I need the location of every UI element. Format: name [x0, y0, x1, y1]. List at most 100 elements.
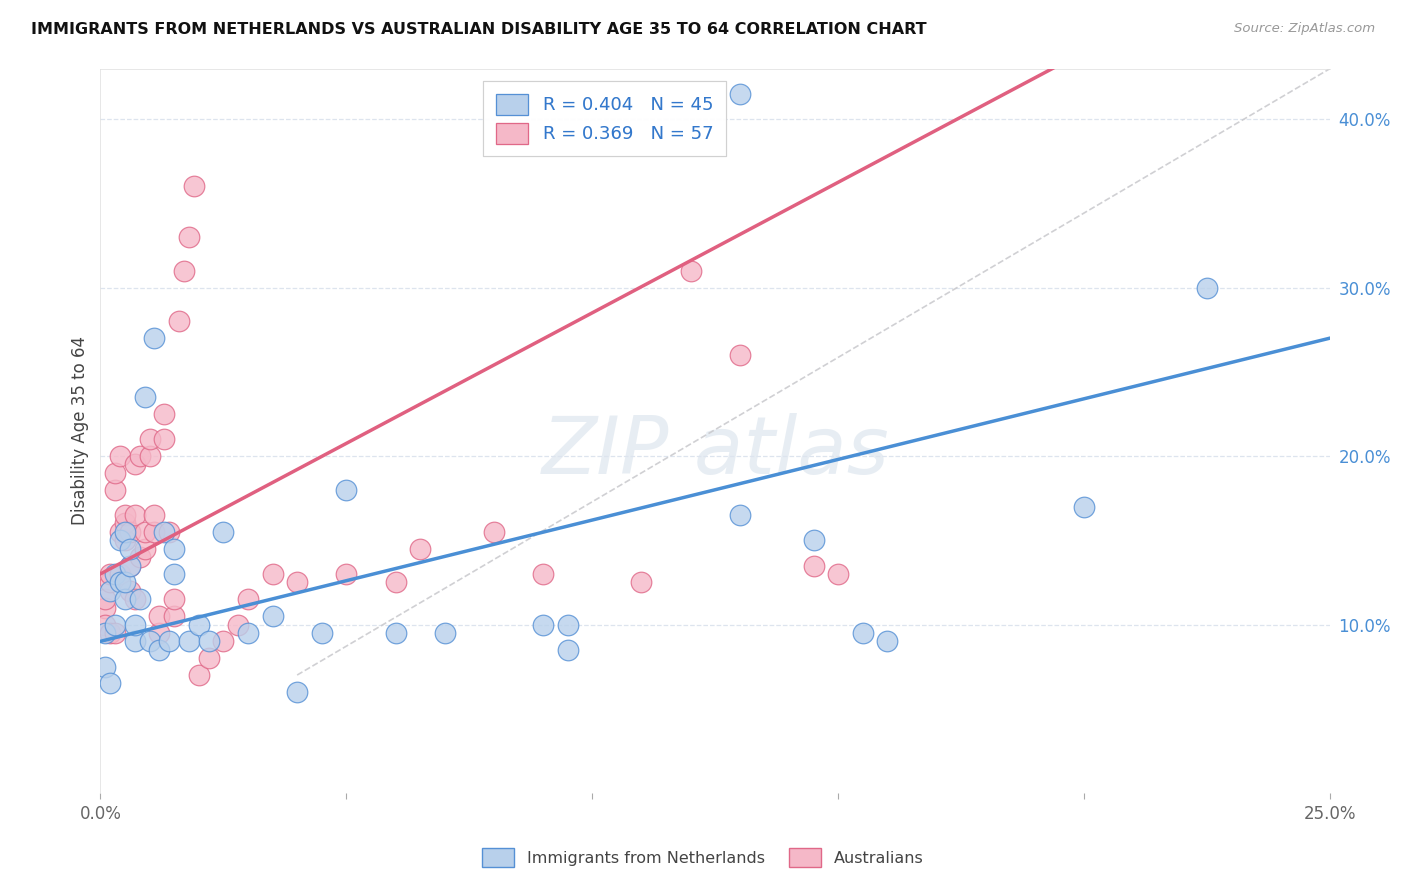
- Point: [124, 634, 146, 648]
- Point: [163, 592, 186, 607]
- Point: [118, 541, 141, 556]
- Point: [187, 617, 209, 632]
- Point: [134, 541, 156, 556]
- Point: [803, 533, 825, 548]
- Point: [167, 314, 190, 328]
- Point: [153, 432, 176, 446]
- Point: [124, 592, 146, 607]
- Point: [728, 87, 751, 101]
- Point: [134, 390, 156, 404]
- Point: [98, 583, 121, 598]
- Point: [163, 609, 186, 624]
- Point: [108, 575, 131, 590]
- Text: IMMIGRANTS FROM NETHERLANDS VS AUSTRALIAN DISABILITY AGE 35 TO 64 CORRELATION CH: IMMIGRANTS FROM NETHERLANDS VS AUSTRALIA…: [31, 22, 927, 37]
- Point: [630, 575, 652, 590]
- Point: [803, 558, 825, 573]
- Point: [128, 449, 150, 463]
- Point: [108, 566, 131, 581]
- Point: [1073, 500, 1095, 514]
- Point: [728, 508, 751, 522]
- Point: [285, 575, 308, 590]
- Point: [138, 634, 160, 648]
- Point: [212, 634, 235, 648]
- Point: [482, 524, 505, 539]
- Point: [157, 634, 180, 648]
- Point: [124, 617, 146, 632]
- Point: [177, 634, 200, 648]
- Point: [114, 592, 136, 607]
- Legend: R = 0.404   N = 45, R = 0.369   N = 57: R = 0.404 N = 45, R = 0.369 N = 57: [484, 81, 725, 156]
- Point: [197, 634, 219, 648]
- Point: [177, 230, 200, 244]
- Point: [98, 626, 121, 640]
- Point: [118, 524, 141, 539]
- Point: [236, 626, 259, 640]
- Point: [187, 668, 209, 682]
- Point: [108, 449, 131, 463]
- Point: [262, 609, 284, 624]
- Point: [384, 575, 406, 590]
- Point: [98, 575, 121, 590]
- Point: [143, 524, 166, 539]
- Point: [262, 566, 284, 581]
- Point: [531, 617, 554, 632]
- Point: [728, 348, 751, 362]
- Point: [143, 508, 166, 522]
- Point: [827, 566, 849, 581]
- Point: [114, 516, 136, 531]
- Point: [118, 583, 141, 598]
- Legend: Immigrants from Netherlands, Australians: Immigrants from Netherlands, Australians: [477, 842, 929, 873]
- Point: [134, 524, 156, 539]
- Point: [118, 558, 141, 573]
- Point: [104, 626, 127, 640]
- Point: [98, 566, 121, 581]
- Point: [124, 458, 146, 472]
- Point: [94, 600, 117, 615]
- Y-axis label: Disability Age 35 to 64: Disability Age 35 to 64: [72, 336, 89, 525]
- Point: [157, 524, 180, 539]
- Point: [104, 466, 127, 480]
- Point: [138, 432, 160, 446]
- Point: [311, 626, 333, 640]
- Point: [557, 642, 579, 657]
- Point: [118, 558, 141, 573]
- Point: [114, 575, 136, 590]
- Point: [1197, 280, 1219, 294]
- Point: [143, 331, 166, 345]
- Point: [285, 685, 308, 699]
- Point: [114, 533, 136, 548]
- Point: [114, 508, 136, 522]
- Point: [409, 541, 432, 556]
- Point: [163, 541, 186, 556]
- Point: [104, 483, 127, 497]
- Point: [114, 524, 136, 539]
- Text: Source: ZipAtlas.com: Source: ZipAtlas.com: [1234, 22, 1375, 36]
- Point: [104, 617, 127, 632]
- Point: [531, 566, 554, 581]
- Point: [335, 483, 357, 497]
- Point: [94, 626, 117, 640]
- Point: [226, 617, 249, 632]
- Point: [104, 566, 127, 581]
- Point: [433, 626, 456, 640]
- Point: [384, 626, 406, 640]
- Point: [128, 592, 150, 607]
- Point: [98, 676, 121, 690]
- Point: [94, 659, 117, 673]
- Point: [128, 550, 150, 565]
- Point: [236, 592, 259, 607]
- Point: [138, 449, 160, 463]
- Point: [212, 524, 235, 539]
- Point: [94, 617, 117, 632]
- Point: [148, 642, 170, 657]
- Point: [163, 566, 186, 581]
- Point: [108, 533, 131, 548]
- Point: [153, 524, 176, 539]
- Point: [148, 609, 170, 624]
- Text: ZIP atlas: ZIP atlas: [541, 414, 889, 491]
- Point: [197, 651, 219, 665]
- Point: [183, 179, 205, 194]
- Point: [94, 592, 117, 607]
- Point: [876, 634, 898, 648]
- Point: [148, 626, 170, 640]
